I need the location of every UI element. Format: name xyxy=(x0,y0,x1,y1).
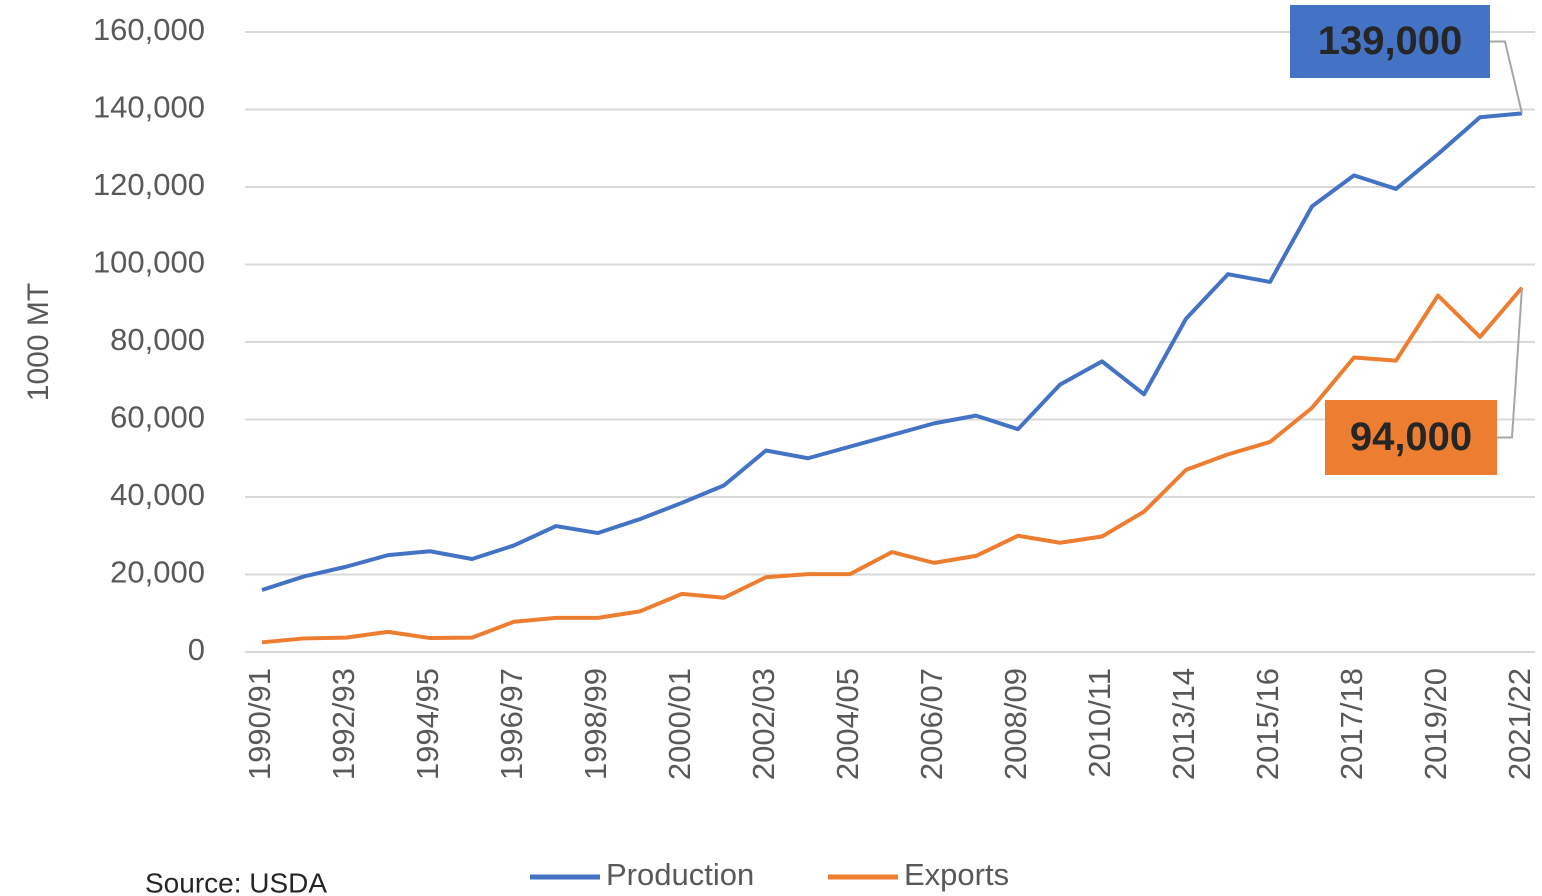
y-tick-label: 60,000 xyxy=(110,400,205,435)
source: Source: USDA xyxy=(145,867,327,896)
x-tick-label: 2017/18 xyxy=(1334,668,1369,780)
x-tick-label: 1990/91 xyxy=(242,668,277,780)
x-tick-label: 1996/97 xyxy=(494,668,529,780)
x-tick-label: 1998/99 xyxy=(578,668,613,780)
x-tick-label: 2013/14 xyxy=(1166,668,1201,780)
x-tick-label: 2000/01 xyxy=(662,668,697,780)
y-tick-label: 80,000 xyxy=(110,322,205,357)
leader-line xyxy=(1490,40,1523,114)
x-tick-label: 2010/11 xyxy=(1082,668,1117,778)
x-tick-label: 2021/22 xyxy=(1502,668,1537,780)
legend-label: Exports xyxy=(904,857,1009,892)
x-tick-label: 1992/93 xyxy=(326,668,361,780)
y-tick-label: 160,000 xyxy=(93,12,205,47)
y-tick-label: 0 xyxy=(188,632,205,667)
x-tick-label: 2019/20 xyxy=(1418,668,1453,780)
line xyxy=(261,286,1524,645)
annotation-box xyxy=(1290,5,1490,78)
annotation: 94,000 xyxy=(1350,415,1472,459)
y-tick-label: 140,000 xyxy=(93,90,205,125)
x-tick-label: 2015/16 xyxy=(1250,668,1285,780)
y-tick-label: 100,000 xyxy=(93,245,205,280)
annotation-box xyxy=(1325,400,1497,475)
x-tick-label: 1994/95 xyxy=(410,668,445,780)
x-tick-label: 2008/09 xyxy=(998,668,1033,780)
y-axis-label: 1000 MT xyxy=(22,283,55,401)
annotation: 139,000 xyxy=(1318,19,1463,63)
y-tick-label: 40,000 xyxy=(110,477,205,512)
legend-label: Production xyxy=(606,857,754,892)
y-tick-label: 120,000 xyxy=(93,167,205,202)
line xyxy=(261,111,1523,592)
leader-line xyxy=(1497,287,1523,439)
x-tick-label: 2002/03 xyxy=(746,668,781,780)
x-tick-label: 2006/07 xyxy=(914,668,949,780)
x-tick-label: 2004/05 xyxy=(830,668,865,780)
y-tick-label: 20,000 xyxy=(110,555,205,590)
